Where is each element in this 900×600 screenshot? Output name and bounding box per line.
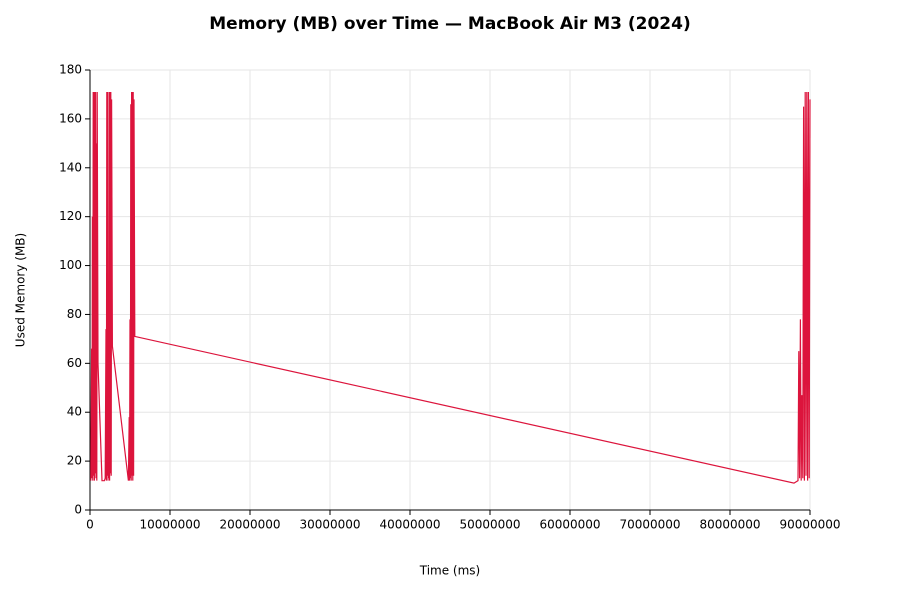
x-tick-label: 90000000 (779, 518, 840, 532)
chart-title: Memory (MB) over Time — MacBook Air M3 (… (209, 14, 690, 34)
x-tick-label: 80000000 (699, 518, 760, 532)
x-tick-label: 50000000 (459, 518, 520, 532)
x-axis-label: Time (ms) (419, 564, 481, 578)
y-tick-label: 180 (59, 63, 82, 77)
y-tick-label: 140 (59, 160, 82, 174)
x-tick-label: 20000000 (219, 518, 280, 532)
y-tick-label: 60 (67, 356, 82, 370)
y-tick-label: 80 (67, 307, 82, 321)
x-tick-label: 10000000 (139, 518, 200, 532)
x-tick-label: 0 (86, 518, 94, 532)
y-tick-label: 120 (59, 209, 82, 223)
y-tick-label: 20 (67, 454, 82, 468)
y-tick-label: 0 (74, 503, 82, 517)
y-axis-label: Used Memory (MB) (14, 233, 28, 347)
x-tick-label: 60000000 (539, 518, 600, 532)
y-tick-label: 100 (59, 258, 82, 272)
x-tick-label: 70000000 (619, 518, 680, 532)
x-tick-label: 40000000 (379, 518, 440, 532)
x-tick-label: 30000000 (299, 518, 360, 532)
y-tick-label: 40 (67, 405, 82, 419)
data-line (90, 91, 811, 484)
y-tick-label: 160 (59, 111, 82, 125)
